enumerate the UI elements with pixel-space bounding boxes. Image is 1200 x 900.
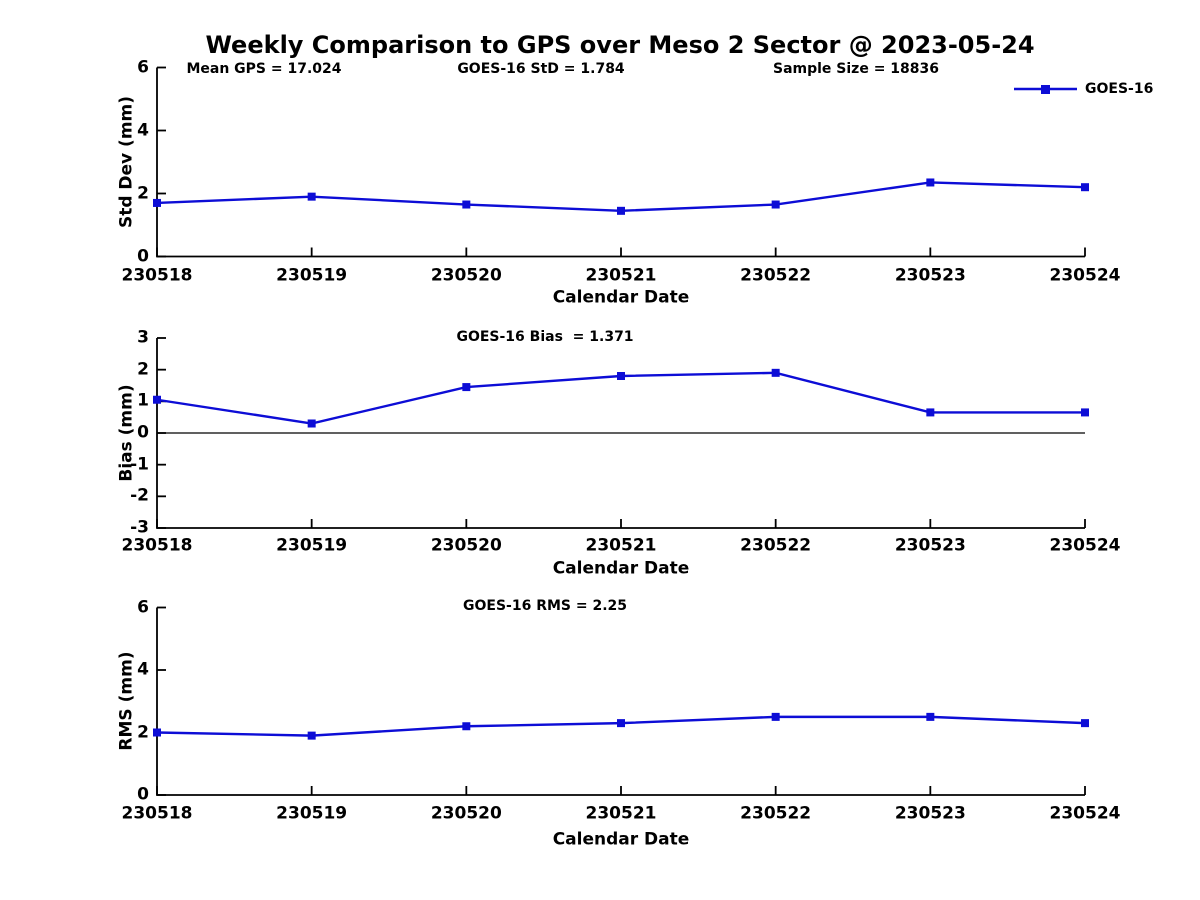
data-point-marker-bias [617,372,625,380]
y-tick-label-stddev: 2 [137,183,149,203]
y-tick-label-bias: 0 [137,422,149,443]
x-tick-label-bias: 230521 [585,535,657,556]
series-line-bias [156,371,1085,425]
axes-spines-stddev [156,67,1085,258]
data-point-marker-rms [771,712,780,721]
data-point-marker-bias [307,419,316,428]
x-tick-label-bias: 230520 [430,535,502,556]
x-tick-label-rms: 230523 [894,803,966,824]
x-tick-label-stddev: 230521 [585,265,657,286]
x-tick-label-bias: 230524 [1049,535,1121,556]
x-tick-label-rms: 230521 [585,803,657,824]
y-tick-label-stddev: 0 [137,246,149,266]
y-tick-label-rms: 6 [137,597,149,617]
legend: GOES-16 [1013,81,1173,97]
x-tick-label-stddev: 230519 [276,265,348,286]
y-tick-label-rms: 0 [137,784,149,805]
annotation-mean-gps: Mean GPS = 17.024 [186,61,342,77]
x-tick-label-rms: 230522 [740,803,812,824]
y-tick-label-stddev: 6 [137,57,149,77]
x-tick-label-bias: 230519 [276,535,348,556]
y-tick-label-bias: 2 [137,359,149,380]
data-point-marker-stddev [153,198,161,207]
x-tick-label-stddev: 230523 [894,265,966,286]
x-tick-label-bias: 230518 [121,535,193,556]
data-point-marker-bias [153,395,161,404]
legend-label: GOES-16 [1085,81,1154,97]
y-tick-label-bias: 1 [137,390,149,411]
x-tick-label-stddev: 230524 [1049,265,1121,286]
data-point-marker-bias [462,383,471,392]
y-axis-label-stddev: Std Dev (mm) [116,95,137,229]
x-tick-label-rms: 230520 [430,803,502,824]
x-tick-label-rms: 230524 [1049,803,1121,824]
y-tick-label-rms: 4 [137,659,149,680]
y-tick-label-bias: 3 [137,327,149,348]
data-point-marker-rms [153,728,161,737]
y-tick-label-bias: -3 [130,517,149,538]
annotation-goes16-bias: GOES-16 Bias = 1.371 [456,329,634,345]
series-line-stddev [156,181,1086,213]
annotation-goes16-rms: GOES-16 RMS = 2.25 [462,598,628,614]
annotation-sample-size: Sample Size = 18836 [772,61,940,77]
page-title: Weekly Comparison to GPS over Meso 2 Sec… [205,31,1035,59]
y-axis-label-rms: RMS (mm) [116,651,137,751]
y-tick-label-stddev: 4 [137,120,149,140]
x-tick-label-bias: 230523 [894,535,966,556]
x-axis-label-stddev: Calendar Date [552,287,690,308]
data-point-marker-rms [462,722,471,731]
x-axis-label-bias: Calendar Date [552,558,690,579]
data-point-marker-stddev [617,206,625,215]
data-point-marker-stddev [771,200,780,209]
data-point-marker-rms [307,731,316,740]
data-point-marker-stddev [1081,183,1089,192]
data-point-marker-rms [617,719,625,728]
y-tick-label-rms: 2 [137,722,149,742]
y-tick-label-bias: -1 [130,454,149,475]
data-point-marker-bias [926,408,935,417]
data-point-marker-stddev [307,192,316,201]
data-point-marker-rms [926,712,935,721]
data-point-marker-bias [771,368,780,377]
legend-line-marker-icon [1014,85,1077,94]
data-point-marker-rms [1081,719,1089,728]
x-tick-label-rms: 230519 [276,803,348,824]
x-tick-label-bias: 230522 [740,535,812,556]
axes-spines-rms [156,607,1085,796]
x-tick-label-stddev: 230522 [740,265,812,286]
data-point-marker-stddev [462,200,471,209]
y-tick-label-bias: -2 [130,485,149,506]
x-tick-label-stddev: 230518 [121,265,193,286]
annotation-goes16-std: GOES-16 StD = 1.784 [457,61,625,77]
data-point-marker-bias [1081,408,1089,417]
x-axis-label-rms: Calendar Date [552,829,690,850]
data-point-marker-stddev [926,178,935,187]
x-tick-label-stddev: 230520 [430,265,502,286]
x-tick-label-rms: 230518 [121,803,193,824]
